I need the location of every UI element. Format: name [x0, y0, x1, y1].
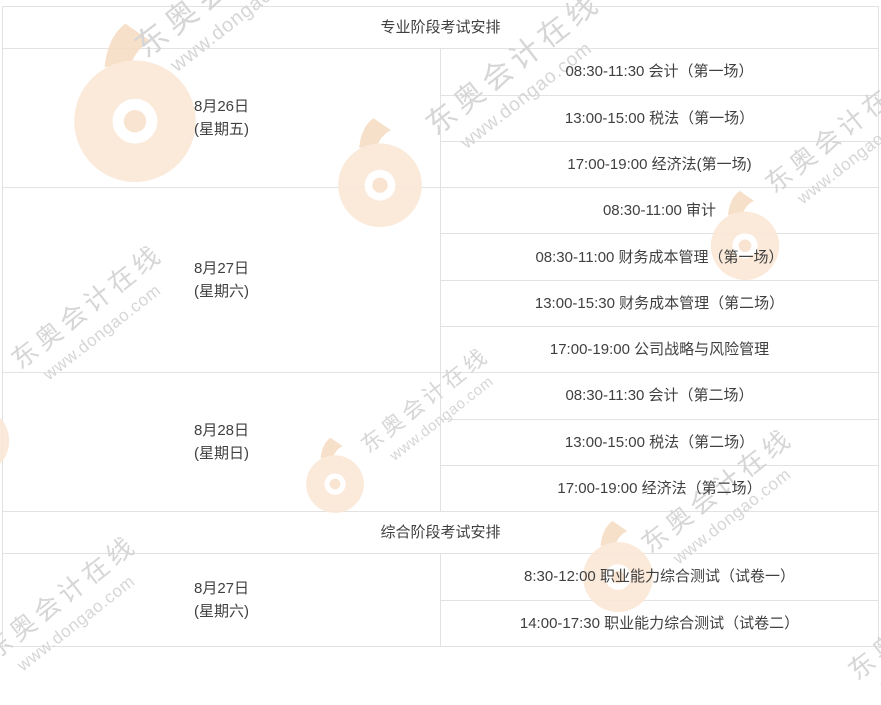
- slot-text: 14:00-17:30 职业能力综合测试（试卷二）: [519, 614, 800, 632]
- section-header-text: 专业阶段考试安排: [380, 19, 501, 37]
- slot-text: 17:00-19:00 公司战略与风险管理: [549, 341, 770, 359]
- slot-cell: 13:00-15:00 税法（第一场）: [440, 94, 879, 142]
- date-text: 8月26日: [193, 98, 250, 116]
- slot-text: 08:30-11:00 财务成本管理（第一场）: [535, 248, 784, 266]
- slot-text: 13:00-15:00 税法（第一场）: [564, 109, 755, 127]
- slot-text: 13:00-15:00 税法（第二场）: [564, 433, 755, 451]
- date-cell: 8月28日 (星期日): [2, 372, 441, 513]
- section-header: 综合阶段考试安排: [2, 511, 879, 555]
- slot-cell: 17:00-19:00 经济法(第一场): [440, 140, 879, 189]
- slot-cell: 08:30-11:00 财务成本管理（第一场）: [440, 233, 879, 281]
- slot-cell: 13:00-15:00 税法（第二场）: [440, 418, 879, 466]
- slot-text: 13:00-15:30 财务成本管理（第二场）: [534, 294, 785, 312]
- exam-schedule-table: 专业阶段考试安排 8月26日 (星期五) 08:30-11:30 会计（第一场）…: [2, 5, 879, 648]
- weekday-text: (星期六): [194, 603, 249, 621]
- slot-text: 8:30-12:00 职业能力综合测试（试卷一）: [524, 568, 795, 586]
- slot-text: 17:00-19:00 经济法(第一场): [567, 155, 752, 173]
- date-text: 8月27日: [193, 260, 250, 278]
- slot-cell: 08:30-11:30 会计（第二场）: [440, 372, 879, 420]
- slot-cell: 13:00-15:30 财务成本管理（第二场）: [440, 279, 879, 327]
- section-header: 专业阶段考试安排: [2, 5, 879, 50]
- slot-text: 17:00-19:00 经济法（第二场）: [557, 479, 762, 497]
- date-text: 8月27日: [193, 580, 250, 598]
- slot-cell: 14:00-17:30 职业能力综合测试（试卷二）: [440, 599, 879, 648]
- slot-text: 08:30-11:30 会计（第一场）: [565, 63, 754, 81]
- slot-cell: 08:30-11:00 审计: [440, 187, 879, 235]
- date-cell: 8月27日 (星期六): [2, 187, 441, 374]
- slot-text: 08:30-11:00 审计: [602, 202, 717, 220]
- slot-cell: 17:00-19:00 公司战略与风险管理: [440, 325, 879, 374]
- weekday-text: (星期六): [194, 283, 249, 301]
- slot-cell: 17:00-19:00 经济法（第二场）: [440, 464, 879, 513]
- weekday-text: (星期日): [194, 445, 249, 463]
- date-text: 8月28日: [193, 422, 250, 440]
- weekday-text: (星期五): [194, 121, 249, 139]
- date-cell: 8月26日 (星期五): [2, 48, 441, 189]
- slot-cell: 8:30-12:00 职业能力综合测试（试卷一）: [440, 553, 879, 601]
- section-header-text: 综合阶段考试安排: [380, 524, 501, 542]
- slot-text: 08:30-11:30 会计（第二场）: [565, 387, 754, 405]
- slot-cell: 08:30-11:30 会计（第一场）: [440, 48, 879, 96]
- date-cell: 8月27日 (星期六): [2, 553, 441, 647]
